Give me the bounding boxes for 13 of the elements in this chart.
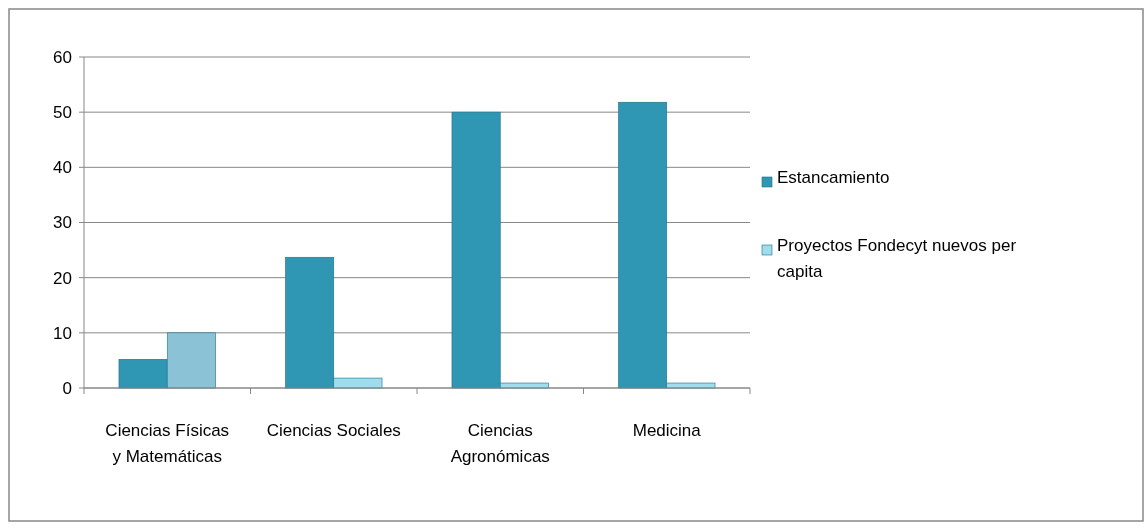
y-tick-label: 30 xyxy=(53,213,72,233)
x-tick-label: Ciencias Físicas y Matemáticas xyxy=(105,421,230,466)
y-tick-label: 0 xyxy=(62,378,72,398)
x-tick-label: Medicina xyxy=(632,421,702,440)
y-tick-label: 60 xyxy=(53,47,72,67)
legend-label: Proyectos Fondecyt nuevos per capita xyxy=(777,236,1017,281)
y-tick-label: 40 xyxy=(53,158,72,178)
legend-label: Estancamiento xyxy=(777,168,890,187)
y-tick-label: 10 xyxy=(53,323,72,343)
x-tick-label: Ciencias Agronómicas xyxy=(450,421,550,466)
y-tick-label: 20 xyxy=(53,268,72,288)
y-tick-label: 50 xyxy=(53,103,72,123)
x-tick-label: Ciencias Sociales xyxy=(266,421,401,440)
